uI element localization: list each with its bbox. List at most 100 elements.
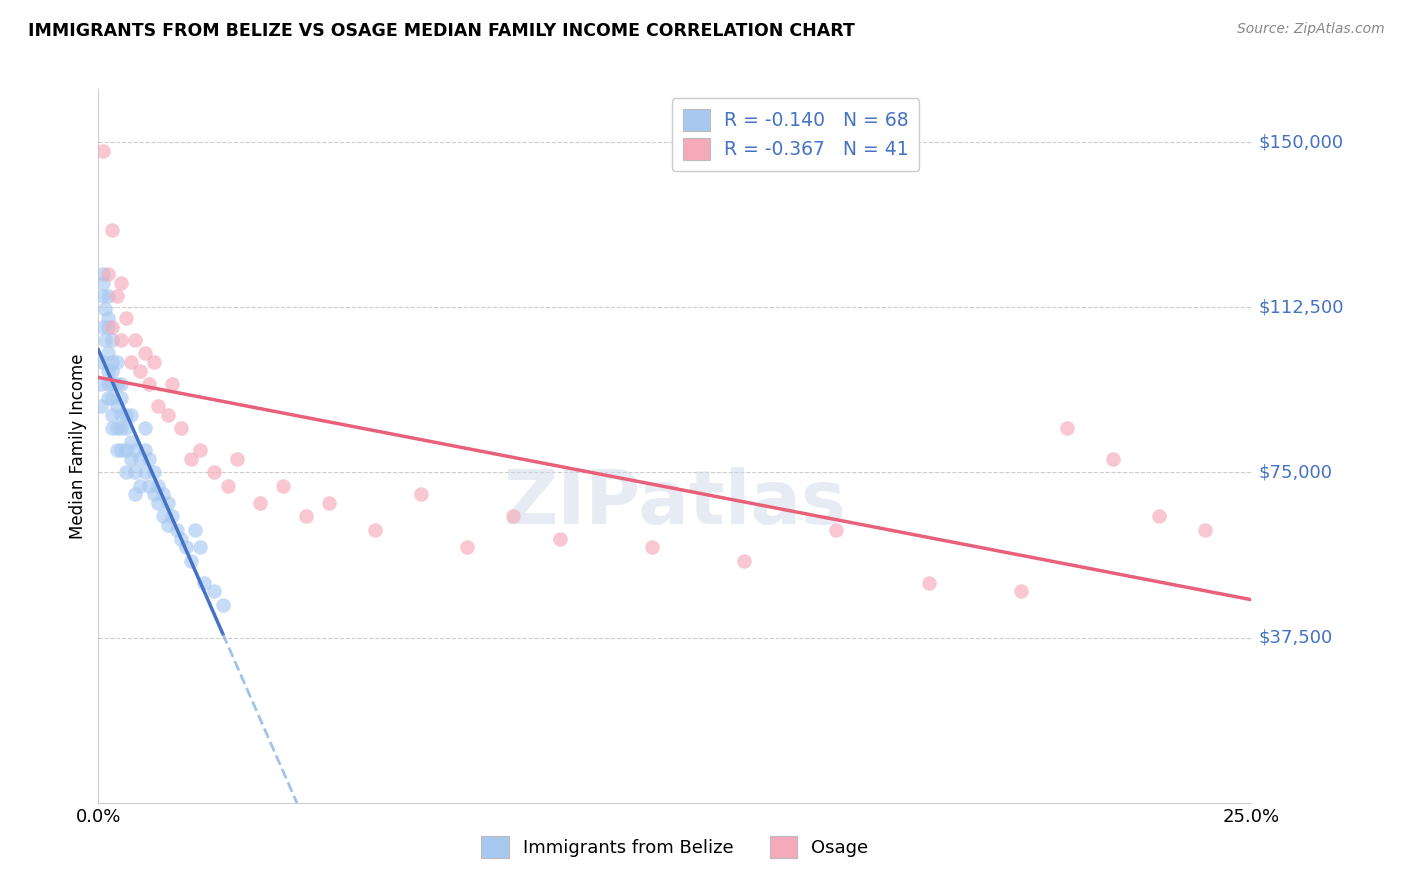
Point — [917, 575, 939, 590]
Point — [160, 509, 183, 524]
Point — [124, 466, 146, 480]
Point — [101, 355, 124, 369]
Point — [225, 452, 247, 467]
Point — [148, 478, 170, 492]
Point — [97, 311, 120, 326]
Point — [110, 408, 132, 422]
Y-axis label: Median Family Income: Median Family Income — [69, 353, 87, 539]
Point — [138, 452, 160, 467]
Point — [101, 364, 124, 378]
Point — [94, 333, 117, 347]
Point — [90, 400, 112, 414]
Point — [1147, 509, 1170, 524]
Point — [295, 509, 318, 524]
Point — [134, 421, 156, 435]
Point — [184, 523, 207, 537]
Point — [97, 377, 120, 392]
Point — [156, 518, 179, 533]
Point — [101, 408, 124, 422]
Point — [101, 223, 124, 237]
Point — [115, 443, 138, 458]
Point — [142, 487, 165, 501]
Point — [124, 487, 146, 501]
Point — [97, 346, 120, 360]
Point — [97, 289, 120, 303]
Point — [174, 541, 197, 555]
Point — [249, 496, 271, 510]
Point — [148, 400, 170, 414]
Legend: Immigrants from Belize, Osage: Immigrants from Belize, Osage — [474, 829, 876, 865]
Point — [110, 276, 132, 290]
Point — [1102, 452, 1125, 467]
Point — [129, 364, 152, 378]
Point — [105, 377, 128, 392]
Point — [152, 487, 174, 501]
Text: Source: ZipAtlas.com: Source: ZipAtlas.com — [1237, 22, 1385, 37]
Point — [212, 598, 235, 612]
Text: IMMIGRANTS FROM BELIZE VS OSAGE MEDIAN FAMILY INCOME CORRELATION CHART: IMMIGRANTS FROM BELIZE VS OSAGE MEDIAN F… — [28, 22, 855, 40]
Point — [101, 377, 124, 392]
Point — [115, 466, 138, 480]
Point — [105, 289, 128, 303]
Point — [124, 443, 146, 458]
Point — [97, 320, 120, 334]
Point — [733, 553, 755, 567]
Point — [97, 364, 120, 378]
Point — [110, 377, 132, 392]
Point — [91, 144, 114, 158]
Point — [202, 466, 225, 480]
Point — [120, 355, 142, 369]
Point — [115, 421, 138, 435]
Point — [411, 487, 433, 501]
Point — [170, 421, 193, 435]
Point — [142, 355, 165, 369]
Point — [101, 333, 124, 347]
Point — [91, 276, 114, 290]
Point — [101, 391, 124, 405]
Point — [160, 377, 183, 392]
Point — [217, 478, 239, 492]
Point — [548, 532, 571, 546]
Point — [134, 466, 156, 480]
Text: $150,000: $150,000 — [1258, 133, 1344, 151]
Point — [502, 509, 524, 524]
Point — [101, 421, 124, 435]
Point — [105, 355, 128, 369]
Point — [94, 302, 117, 317]
Point — [188, 541, 211, 555]
Point — [180, 553, 202, 567]
Point — [120, 408, 142, 422]
Point — [110, 443, 132, 458]
Point — [134, 346, 156, 360]
Point — [271, 478, 294, 492]
Point — [91, 267, 114, 281]
Point — [97, 391, 120, 405]
Point — [148, 496, 170, 510]
Point — [138, 478, 160, 492]
Point — [138, 377, 160, 392]
Point — [97, 267, 120, 281]
Point — [120, 452, 142, 467]
Point — [318, 496, 340, 510]
Point — [90, 377, 112, 392]
Point — [124, 333, 146, 347]
Text: ZIPatlas: ZIPatlas — [503, 467, 846, 540]
Point — [156, 408, 179, 422]
Point — [115, 408, 138, 422]
Point — [110, 333, 132, 347]
Point — [101, 320, 124, 334]
Point — [142, 466, 165, 480]
Point — [456, 541, 478, 555]
Point — [129, 452, 152, 467]
Point — [1056, 421, 1078, 435]
Point — [91, 289, 114, 303]
Point — [91, 320, 114, 334]
Point — [105, 400, 128, 414]
Point — [364, 523, 387, 537]
Point — [91, 355, 114, 369]
Point — [641, 541, 664, 555]
Point — [180, 452, 202, 467]
Point — [166, 523, 188, 537]
Point — [120, 434, 142, 449]
Point — [193, 575, 215, 590]
